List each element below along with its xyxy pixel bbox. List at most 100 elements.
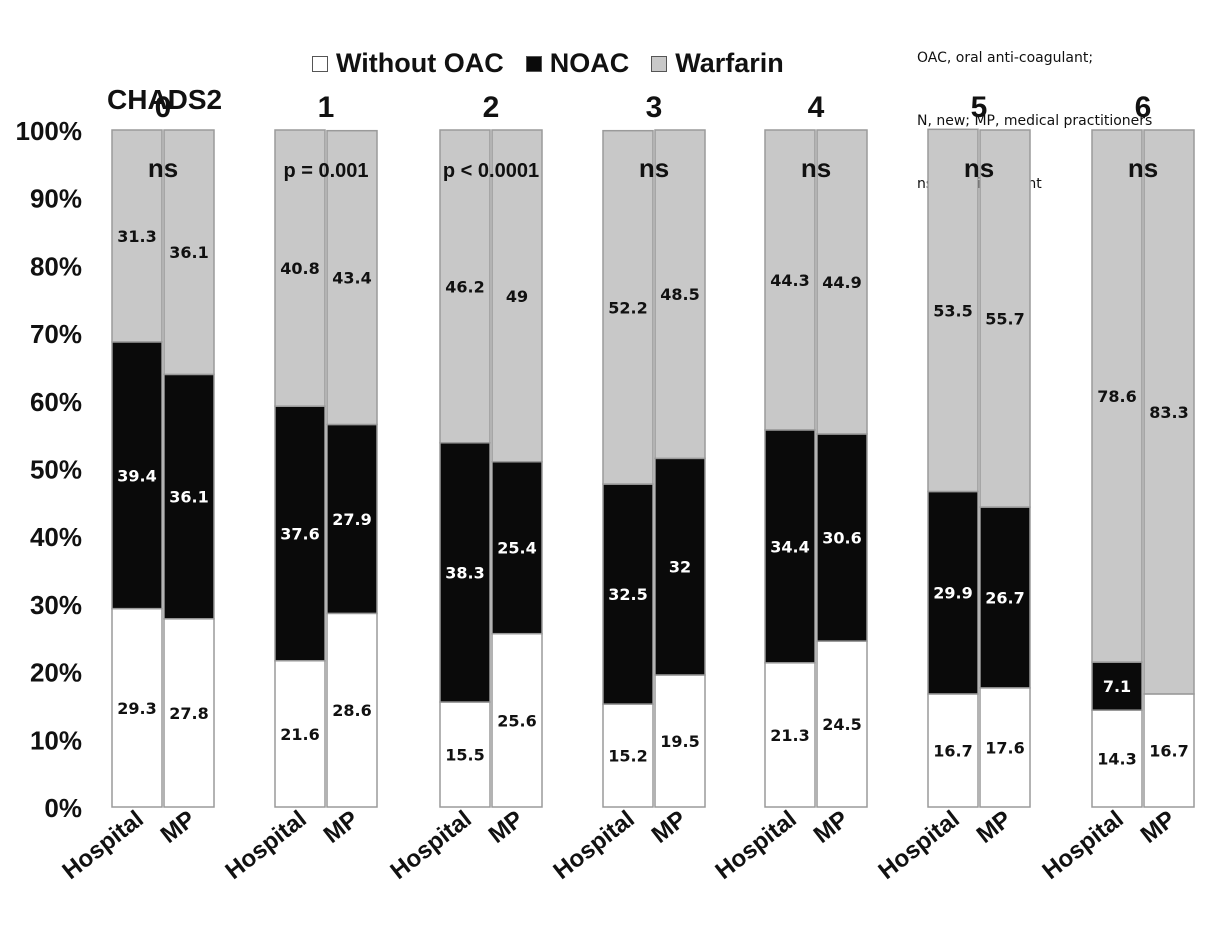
data-label: 17.6 [985, 738, 1024, 757]
data-label: 7.1 [1103, 677, 1131, 696]
data-label: 34.4 [770, 537, 809, 556]
significance-label: p < 0.0001 [443, 160, 539, 182]
data-label: 46.2 [445, 277, 484, 296]
bar-segment-without-oac [491, 632, 543, 808]
bar-segment-without-oac [816, 640, 868, 808]
bar-segment-without-oac [1143, 693, 1195, 808]
bar-segment-noac [1091, 661, 1143, 711]
bar-segment-without-oac [326, 612, 378, 808]
bar-segment-without-oac [927, 693, 979, 808]
y-tick-label: 60% [30, 387, 82, 417]
data-label: 40.8 [280, 259, 319, 278]
legend-label: NOAC [549, 48, 630, 78]
x-category-label: Hospital [385, 805, 476, 885]
bar-segment-warfarin [439, 129, 491, 444]
chads2-score-label: 5 [971, 91, 988, 124]
data-label: 36.1 [169, 488, 208, 507]
legend-label: Without OAC [336, 48, 504, 78]
bar-segment-noac [602, 483, 654, 705]
legend-item-without-oac: Without OAC [312, 48, 504, 79]
bar-segment-warfarin [326, 129, 378, 426]
legend-swatch-noac [525, 55, 542, 72]
bar-segment-without-oac [274, 660, 326, 808]
bar-segment-warfarin [979, 129, 1031, 508]
chads2-score-label: 1 [318, 91, 335, 124]
bar-segment-warfarin [163, 129, 215, 376]
data-label: 29.3 [117, 699, 156, 718]
bar-segment-warfarin [927, 128, 979, 493]
bar-segment-warfarin [491, 129, 543, 463]
chads2-score-label: 2 [483, 91, 500, 124]
data-label: 16.7 [933, 741, 972, 760]
data-label: 19.5 [660, 732, 699, 751]
bar-segment-noac [274, 405, 326, 662]
legend-swatch-warfarin [651, 55, 668, 72]
y-tick-label: 40% [30, 522, 82, 552]
note-line: N, new; MP, medical practitioners [917, 113, 1153, 129]
bar-segment-noac [163, 373, 215, 620]
data-label: 21.3 [770, 726, 809, 745]
legend-label: Warfarin [675, 48, 784, 78]
x-category-label: MP [156, 805, 201, 848]
data-label: 43.4 [332, 269, 371, 288]
x-category-label: Hospital [548, 805, 639, 885]
bar-segment-without-oac [764, 662, 816, 808]
x-category-label: MP [319, 805, 364, 848]
y-tick-label: 10% [30, 725, 82, 755]
data-label: 31.3 [117, 227, 156, 246]
bar-segment-noac [439, 442, 491, 703]
data-label: 27.8 [169, 704, 208, 723]
data-label: 25.4 [497, 539, 536, 558]
significance-label: ns [1128, 153, 1158, 183]
bar-segment-without-oac [1091, 709, 1143, 808]
x-category-label: MP [484, 805, 529, 848]
data-label: 49 [506, 287, 528, 306]
data-label: 53.5 [933, 301, 972, 320]
significance-label: ns [148, 153, 178, 183]
bar-segment-noac [816, 433, 868, 642]
data-label: 25.6 [497, 711, 536, 730]
chads2-score-label: 3 [646, 91, 663, 124]
bar-segment-warfarin [764, 129, 816, 431]
x-category-label: Hospital [220, 805, 311, 885]
significance-label: p = 0.001 [283, 160, 368, 182]
data-label: 48.5 [660, 285, 699, 304]
bar-segment-without-oac [654, 674, 706, 808]
data-label: 78.6 [1097, 387, 1136, 406]
x-category-label: MP [809, 805, 854, 848]
data-label: 27.9 [332, 510, 371, 529]
chads2-title: CHADS2 [107, 84, 223, 115]
bar-segment-warfarin [602, 129, 654, 485]
data-label: 32 [669, 558, 691, 577]
note-line: OAC, oral anti-coagulant; [917, 50, 1094, 66]
data-label: 44.9 [822, 273, 861, 292]
legend-item-noac: NOAC [525, 48, 630, 79]
bar-segment-warfarin [1091, 129, 1143, 663]
bar-segment-warfarin [816, 129, 868, 435]
significance-label: ns [801, 153, 831, 183]
data-label: 36.1 [169, 243, 208, 262]
data-label: 21.6 [280, 725, 319, 744]
data-label: 32.5 [608, 585, 647, 604]
data-label: 24.5 [822, 715, 861, 734]
bar-segment-warfarin [1143, 129, 1195, 695]
significance-label: ns [639, 153, 669, 183]
data-label: 37.6 [280, 524, 319, 543]
chads2-score-label: 4 [808, 91, 825, 124]
x-category-label: MP [1136, 805, 1181, 848]
y-tick-label: 90% [30, 184, 82, 214]
bar-segment-without-oac [439, 701, 491, 808]
data-label: 55.7 [985, 310, 1024, 329]
bar-segment-warfarin [654, 129, 706, 460]
y-tick-label: 20% [30, 658, 82, 688]
bar-segment-without-oac [979, 687, 1031, 808]
data-label: 15.2 [608, 747, 647, 766]
chads2-score-label: 6 [1135, 91, 1152, 124]
bar-segment-noac [927, 490, 979, 695]
bar-segment-noac [654, 457, 706, 676]
bar-segment-without-oac [111, 607, 163, 808]
y-tick-label: 70% [30, 319, 82, 349]
y-tick-label: 0% [44, 793, 82, 823]
bar-segment-noac [764, 429, 816, 664]
